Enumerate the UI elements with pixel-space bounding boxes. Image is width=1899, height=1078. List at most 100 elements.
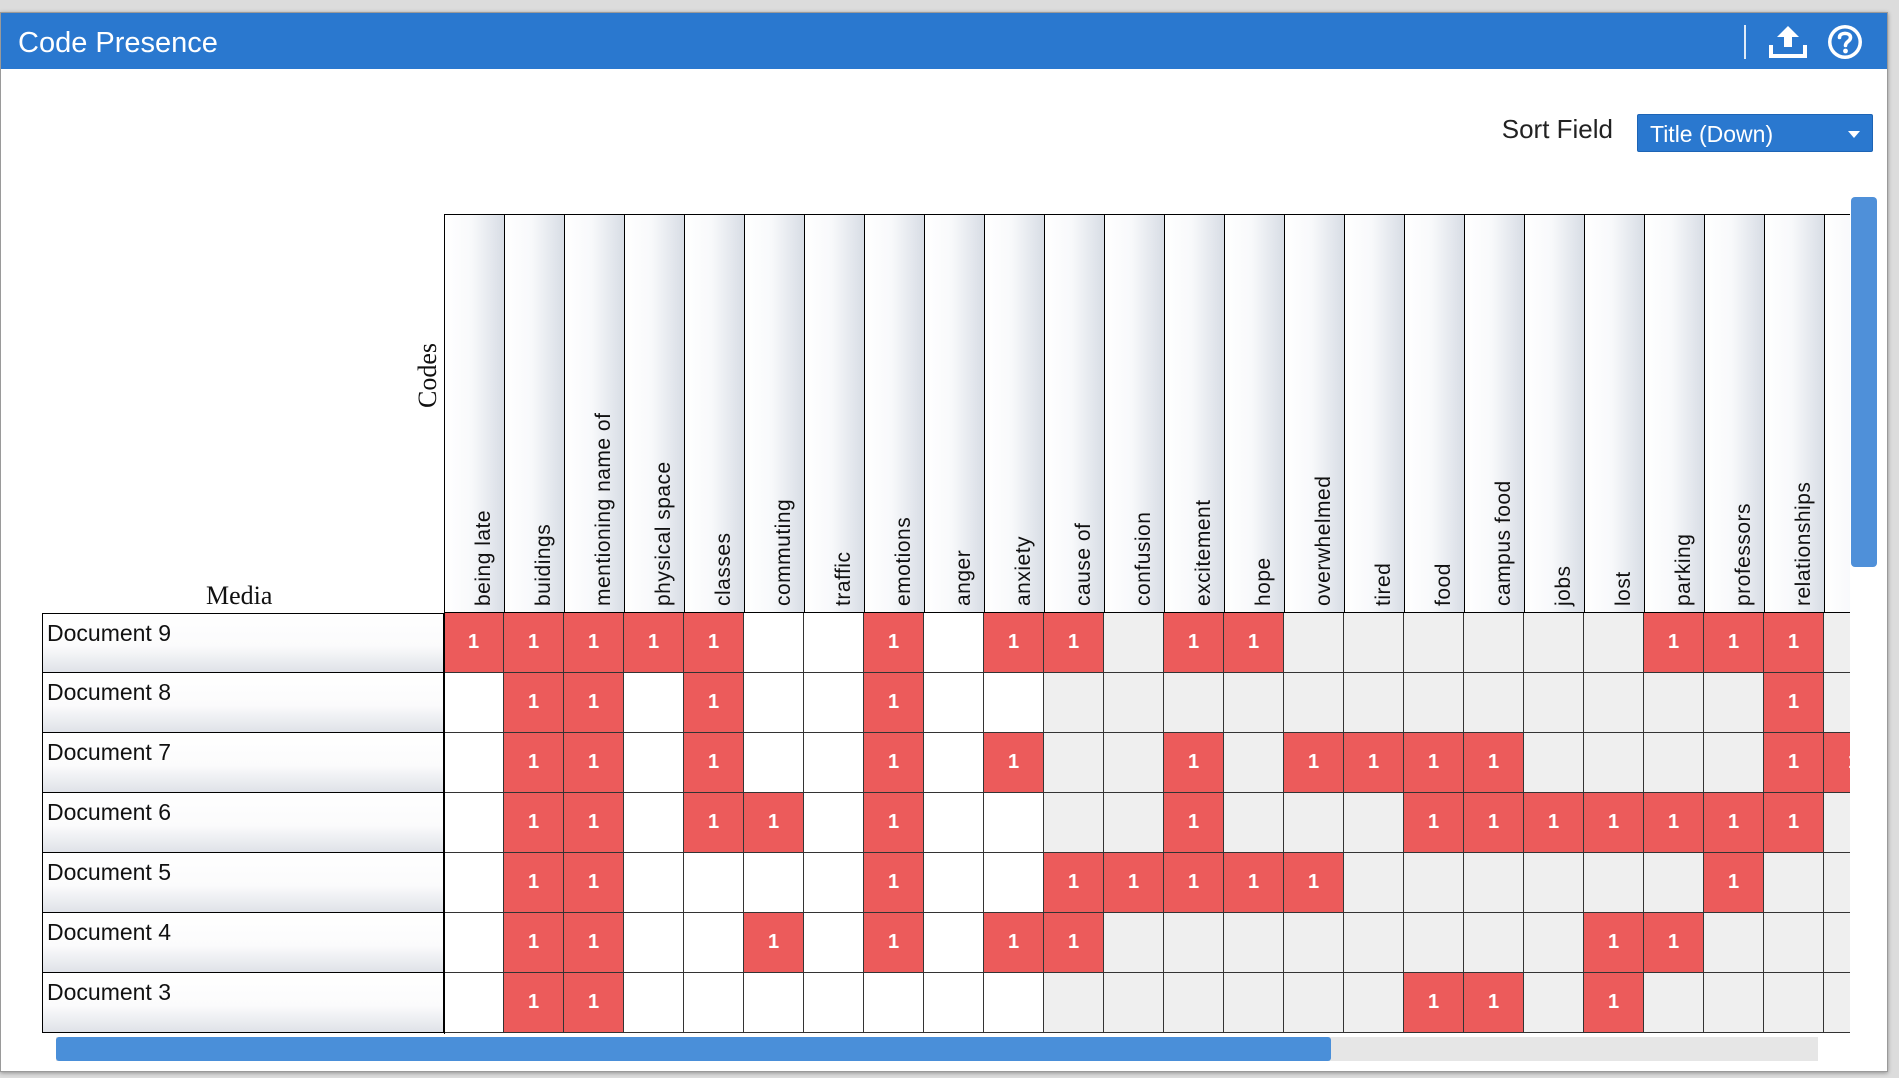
code-header[interactable]: classmates (HS) <box>1824 214 1850 613</box>
presence-cell-filled[interactable]: 1 <box>984 733 1044 793</box>
presence-cell-empty[interactable] <box>1224 673 1284 733</box>
presence-cell-empty[interactable] <box>924 613 984 673</box>
presence-cell-filled[interactable]: 1 <box>564 913 624 973</box>
presence-cell-empty[interactable] <box>1404 913 1464 973</box>
presence-cell-empty[interactable] <box>804 913 864 973</box>
presence-cell-empty[interactable] <box>744 733 804 793</box>
presence-cell-filled[interactable]: 1 <box>864 913 924 973</box>
presence-cell-filled[interactable]: 1 <box>1704 613 1764 673</box>
media-row-header[interactable]: Document 6 <box>42 793 444 853</box>
code-header[interactable]: traffic <box>804 214 864 613</box>
presence-cell-empty[interactable] <box>924 853 984 913</box>
code-header[interactable]: anxiety <box>984 214 1044 613</box>
code-header[interactable]: lost <box>1584 214 1644 613</box>
presence-cell-filled[interactable]: 1 <box>1764 673 1824 733</box>
presence-cell-filled[interactable]: 1 <box>1164 793 1224 853</box>
presence-cell-filled[interactable]: 1 <box>504 793 564 853</box>
presence-cell-filled[interactable]: 1 <box>504 613 564 673</box>
presence-cell-empty[interactable] <box>1464 673 1524 733</box>
code-header[interactable]: professors <box>1704 214 1764 613</box>
presence-cell-empty[interactable] <box>1284 613 1344 673</box>
presence-cell-filled[interactable]: 1 <box>1764 793 1824 853</box>
presence-cell-empty[interactable] <box>1284 673 1344 733</box>
presence-cell-empty[interactable] <box>924 733 984 793</box>
presence-cell-empty[interactable] <box>624 973 684 1033</box>
presence-cell-empty[interactable] <box>1704 673 1764 733</box>
presence-cell-filled[interactable]: 1 <box>1644 793 1704 853</box>
presence-cell-empty[interactable] <box>1824 673 1850 733</box>
presence-cell-empty[interactable] <box>984 673 1044 733</box>
code-header[interactable]: tired <box>1344 214 1404 613</box>
presence-cell-empty[interactable] <box>1044 673 1104 733</box>
presence-cell-filled[interactable]: 1 <box>744 913 804 973</box>
presence-cell-empty[interactable] <box>744 973 804 1033</box>
presence-cell-empty[interactable] <box>924 673 984 733</box>
presence-cell-empty[interactable] <box>1764 973 1824 1033</box>
presence-cell-empty[interactable] <box>684 853 744 913</box>
presence-cell-empty[interactable] <box>1584 613 1644 673</box>
presence-cell-empty[interactable] <box>684 973 744 1033</box>
presence-cell-filled[interactable]: 1 <box>1704 853 1764 913</box>
presence-cell-empty[interactable] <box>1104 973 1164 1033</box>
code-header[interactable]: food <box>1404 214 1464 613</box>
code-header[interactable]: campus food <box>1464 214 1524 613</box>
media-row-header[interactable]: Document 7 <box>42 733 444 793</box>
code-header[interactable]: jobs <box>1524 214 1584 613</box>
code-header[interactable]: commuting <box>744 214 804 613</box>
presence-cell-filled[interactable]: 1 <box>444 613 504 673</box>
presence-cell-empty[interactable] <box>804 613 864 673</box>
presence-cell-filled[interactable]: 1 <box>864 613 924 673</box>
presence-cell-filled[interactable]: 1 <box>1404 733 1464 793</box>
presence-cell-empty[interactable] <box>1404 853 1464 913</box>
presence-cell-empty[interactable] <box>444 733 504 793</box>
presence-cell-empty[interactable] <box>1644 733 1704 793</box>
code-header[interactable]: relationships <box>1764 214 1824 613</box>
code-header[interactable]: parking <box>1644 214 1704 613</box>
presence-cell-filled[interactable]: 1 <box>684 613 744 673</box>
presence-cell-filled[interactable]: 1 <box>1704 793 1764 853</box>
presence-cell-empty[interactable] <box>1284 973 1344 1033</box>
code-header[interactable]: emotions <box>864 214 924 613</box>
presence-cell-empty[interactable] <box>1644 673 1704 733</box>
presence-cell-empty[interactable] <box>1524 733 1584 793</box>
presence-cell-empty[interactable] <box>1344 853 1404 913</box>
presence-cell-empty[interactable] <box>624 913 684 973</box>
presence-cell-empty[interactable] <box>864 973 924 1033</box>
presence-cell-empty[interactable] <box>1344 793 1404 853</box>
presence-cell-empty[interactable] <box>1164 973 1224 1033</box>
presence-cell-filled[interactable]: 1 <box>1164 613 1224 673</box>
presence-cell-empty[interactable] <box>1824 973 1850 1033</box>
presence-cell-filled[interactable]: 1 <box>564 853 624 913</box>
presence-cell-empty[interactable] <box>1044 973 1104 1033</box>
presence-cell-filled[interactable]: 1 <box>1404 793 1464 853</box>
presence-cell-empty[interactable] <box>804 733 864 793</box>
presence-cell-empty[interactable] <box>1704 733 1764 793</box>
presence-cell-empty[interactable] <box>1224 793 1284 853</box>
presence-cell-empty[interactable] <box>744 673 804 733</box>
media-row-header[interactable]: Document 9 <box>42 613 444 673</box>
presence-cell-empty[interactable] <box>924 793 984 853</box>
media-row-header[interactable]: Document 4 <box>42 913 444 973</box>
presence-cell-filled[interactable]: 1 <box>1644 613 1704 673</box>
presence-cell-filled[interactable]: 1 <box>1824 733 1850 793</box>
presence-cell-empty[interactable] <box>1344 913 1404 973</box>
presence-cell-empty[interactable] <box>744 613 804 673</box>
presence-cell-filled[interactable]: 1 <box>1764 733 1824 793</box>
presence-cell-empty[interactable] <box>984 853 1044 913</box>
presence-cell-filled[interactable]: 1 <box>564 613 624 673</box>
presence-cell-empty[interactable] <box>1224 913 1284 973</box>
media-row-header[interactable]: Document 8 <box>42 673 444 733</box>
presence-cell-empty[interactable] <box>1584 733 1644 793</box>
presence-cell-empty[interactable] <box>1224 973 1284 1033</box>
help-icon[interactable] <box>1825 22 1869 62</box>
media-row-header[interactable]: Document 5 <box>42 853 444 913</box>
presence-cell-filled[interactable]: 1 <box>744 793 804 853</box>
media-row-header[interactable]: Document 3 <box>42 973 444 1033</box>
presence-cell-filled[interactable]: 1 <box>564 673 624 733</box>
presence-cell-empty[interactable] <box>624 733 684 793</box>
presence-cell-filled[interactable]: 1 <box>864 733 924 793</box>
presence-cell-empty[interactable] <box>744 853 804 913</box>
code-header[interactable]: being late <box>444 214 504 613</box>
code-header[interactable]: physical space <box>624 214 684 613</box>
presence-cell-empty[interactable] <box>624 673 684 733</box>
